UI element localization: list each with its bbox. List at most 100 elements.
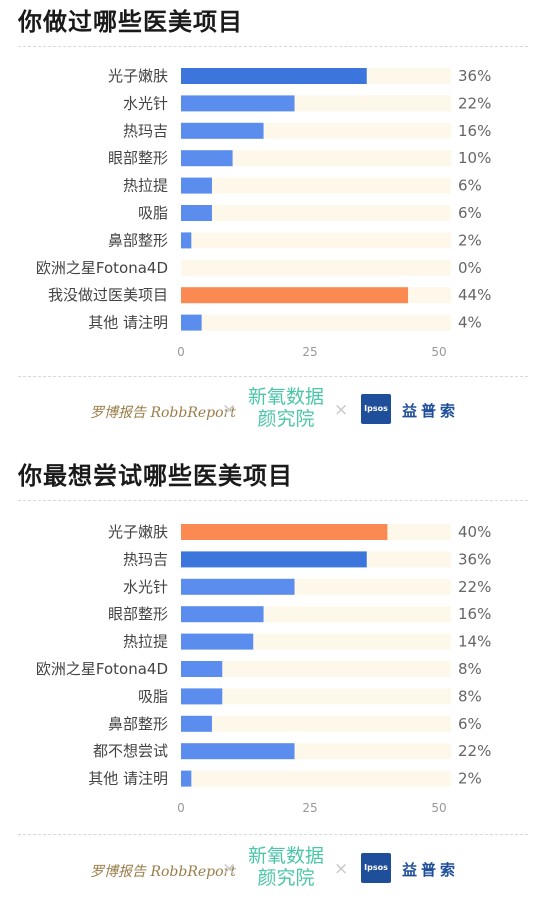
value-label: 10% [458,149,491,167]
ipsos-logo: Ipsos [361,853,391,883]
value-label: 2% [458,770,482,788]
value-label: 4% [458,314,482,332]
title-divider [18,46,528,47]
bar-track [181,177,451,194]
x-tick-label: 25 [302,345,317,358]
bar [181,95,295,112]
xinyang-logo: 新氧数据 颜究院 [247,386,325,430]
separator-x: × [334,859,349,879]
bar [181,524,388,540]
robbreport-logo: 罗博报告 RobbReport [90,864,236,880]
category-label: 热玛吉 [123,550,168,568]
ipsos-logo: Ipsos [361,394,391,424]
value-label: 8% [458,660,482,678]
category-label: 吸脂 [138,204,168,222]
bar [181,205,212,221]
bar-track [181,314,451,331]
xinyang-logo-line1: 新氧数据 [247,386,324,408]
category-label: 热玛吉 [123,122,168,140]
bar [181,68,367,84]
category-label: 眼部整形 [108,605,168,623]
ipsos-chinese-name: 益普索 [402,861,460,879]
bar-track [181,232,451,249]
bar [181,551,367,568]
bar-track [181,661,451,677]
value-label: 16% [458,122,491,140]
title-divider [18,500,528,501]
category-label: 鼻部整形 [108,715,168,733]
bar-track [181,205,451,221]
xinyang-logo-line1: 新氧数据 [247,845,324,867]
separator-x: × [222,859,237,879]
category-label: 光子嫩肤 [108,67,168,85]
category-label: 鼻部整形 [108,231,168,249]
bar-track [181,150,451,167]
category-label: 都不想尝试 [93,742,168,760]
category-label: 其他 请注明 [88,314,168,332]
bar [181,770,192,787]
ipsos-logo-text: Ipsos [364,863,388,872]
category-label: 其他 请注明 [88,770,168,788]
value-label: 40% [458,523,491,541]
value-label: 6% [458,177,482,195]
value-label: 22% [458,742,491,760]
bar [181,715,212,732]
brand-footer-1: 罗博报告 RobbReport × 新氧数据 颜究院 × Ipsos 益普索 [0,384,548,440]
category-label: 水光针 [123,94,168,112]
x-tick-label: 0 [177,801,185,815]
chart-2-title: 你最想尝试哪些医美项目 [18,462,293,490]
bar [181,606,264,623]
chart-1-title: 你做过哪些医美项目 [18,8,243,36]
value-label: 44% [458,286,491,304]
x-tick-label: 50 [431,345,446,358]
chart-2-svg: 光子嫩肤 40% 热玛吉 36% 水光针 22% 眼部整形 16% 热拉提 14% 欧洲之星Foto… [36,523,491,815]
bar [181,578,295,595]
bar [181,150,233,167]
bar [181,177,212,194]
x-tick-label: 25 [302,801,317,815]
ipsos-logo-text: Ipsos [364,404,388,413]
bar [181,232,192,249]
category-label: 水光针 [123,578,168,596]
value-label: 22% [458,94,491,112]
bar [181,287,409,304]
footer-divider [18,834,528,835]
bar-track [181,688,451,705]
footer-divider [18,376,528,377]
category-label: 眼部整形 [108,149,168,167]
category-label: 吸脂 [138,687,168,705]
value-label: 8% [458,687,482,705]
x-tick-label: 0 [177,345,185,358]
value-label: 14% [458,633,491,651]
ipsos-chinese-name: 益普索 [402,402,460,420]
bar [181,314,202,331]
bar [181,661,223,677]
chart-1-svg: 光子嫩肤 36% 水光针 22% 热玛吉 16% 眼部整形 10% 热拉提 6% 吸脂 6% 鼻部整形 2… [36,67,491,358]
bar [181,122,264,139]
brand-footer-2: 罗博报告 RobbReport × 新氧数据 颜究院 × Ipsos 益普索 [0,843,548,899]
value-label: 36% [458,550,491,568]
bar-track [181,770,451,787]
category-label: 热拉提 [123,633,168,651]
separator-x: × [334,400,349,420]
separator-x: × [222,400,237,420]
value-label: 6% [458,715,482,733]
xinyang-logo: 新氧数据 颜究院 [247,845,325,889]
bar-track [181,715,451,732]
category-label: 热拉提 [123,177,168,195]
category-label: 欧洲之星Fotona4D [36,259,168,277]
bar [181,633,254,650]
value-label: 36% [458,67,491,85]
category-label: 我没做过医美项目 [48,286,168,304]
robbreport-logo: 罗博报告 RobbReport [90,405,236,421]
xinyang-logo-line2: 颜究院 [257,408,315,430]
bar [181,688,223,705]
value-label: 6% [458,204,482,222]
value-label: 2% [458,231,482,249]
bar-track [181,259,451,276]
bar [181,743,295,760]
xinyang-logo-line2: 颜究院 [257,867,315,889]
value-label: 0% [458,259,482,277]
value-label: 22% [458,578,491,596]
x-tick-label: 50 [431,801,446,815]
